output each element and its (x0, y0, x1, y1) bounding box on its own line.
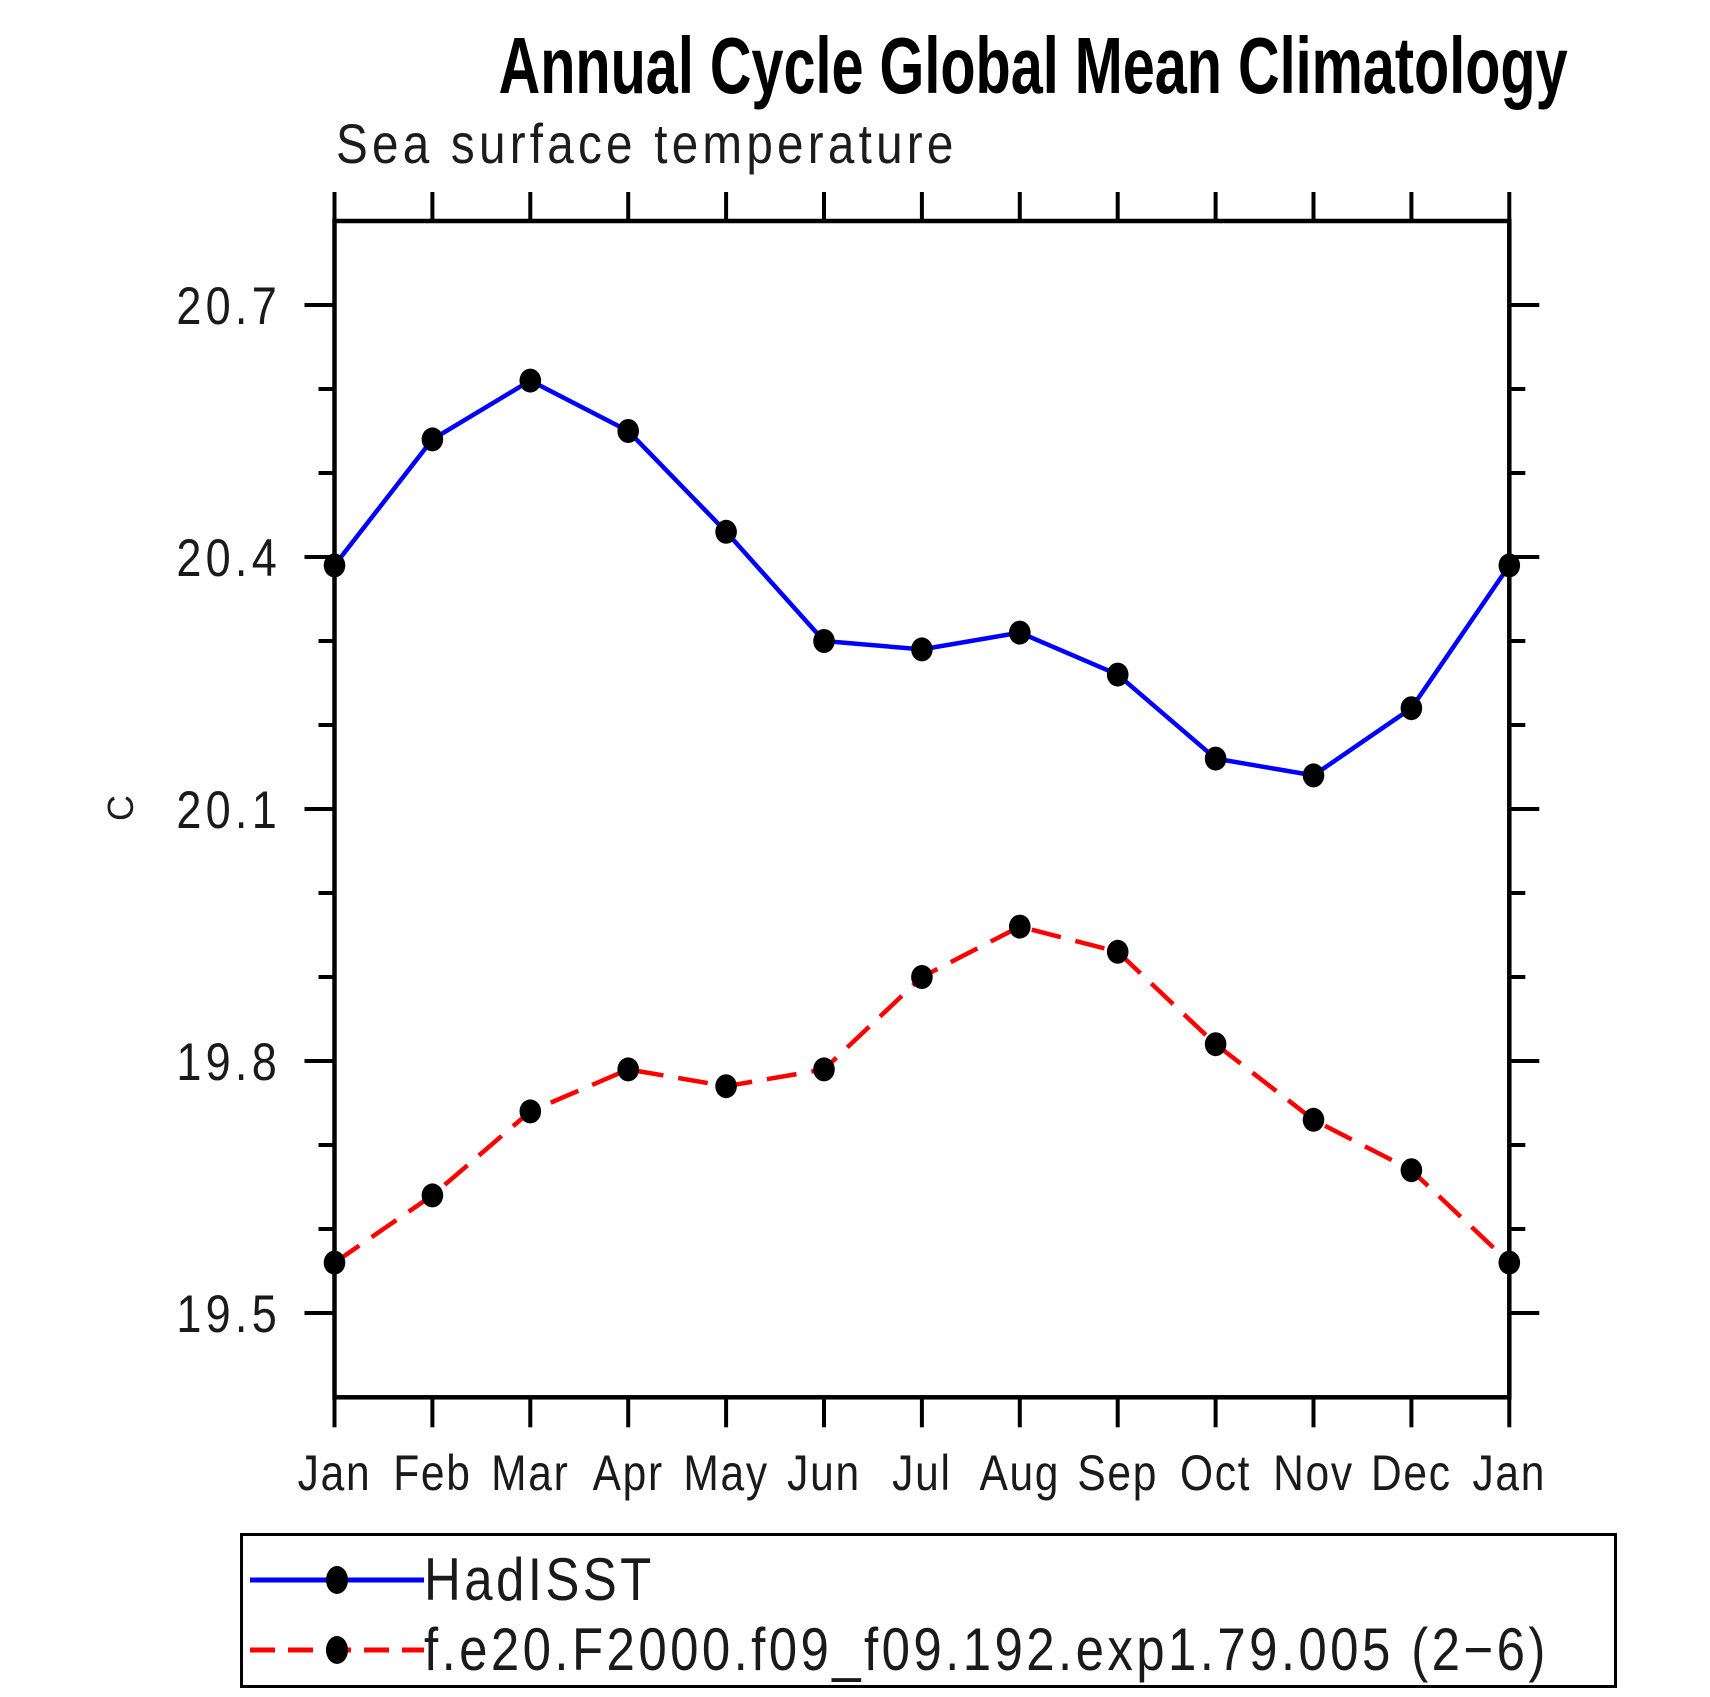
data-point-marker (715, 1074, 737, 1099)
legend-line-sample-model (250, 1636, 424, 1664)
x-tick-label: Apr (593, 1445, 664, 1501)
legend-line-sample-hadisst (250, 1566, 424, 1594)
data-point-marker (1302, 1107, 1325, 1132)
x-tick-label: Aug (979, 1445, 1060, 1501)
legend: HadISST f.e20.F2000.f09_f09.192.exp1.79.… (240, 1533, 1617, 1688)
data-point-marker (1204, 746, 1227, 771)
data-point-marker (911, 965, 933, 989)
data-point-marker (1106, 662, 1129, 687)
data-point-marker (813, 629, 835, 653)
data-point-marker (1498, 553, 1521, 578)
x-tick-label: Oct (1180, 1445, 1251, 1501)
x-tick-label: Jan (298, 1445, 372, 1501)
legend-marker-dot-icon (326, 1566, 348, 1594)
data-point-marker (519, 368, 542, 393)
data-point-marker (1106, 939, 1129, 964)
data-point-marker (323, 553, 346, 578)
axis-ticks (304, 192, 1540, 1428)
x-tick-label: Mar (491, 1445, 569, 1501)
data-point-marker (421, 1183, 444, 1208)
data-point-marker (519, 1099, 542, 1124)
data-point-marker (813, 1057, 835, 1082)
data-point-marker (1400, 1158, 1423, 1183)
data-point-marker (715, 519, 737, 544)
y-tick-label: 19.5 (176, 1285, 281, 1344)
x-tick-label: May (683, 1445, 768, 1501)
data-point-marker (421, 427, 444, 452)
data-point-marker (323, 1250, 346, 1275)
legend-label-model: f.e20.F2000.f09_f09.192.exp1.79.005 (2−6… (424, 1616, 1549, 1683)
data-point-marker (1009, 620, 1031, 645)
chart-subtitle: Sea surface temperature (336, 112, 958, 175)
data-point-marker (1302, 763, 1325, 788)
data-point-marker (617, 419, 639, 443)
data-point-marker (1498, 1250, 1521, 1275)
y-tick-label: 20.4 (176, 529, 281, 588)
axis-tick-labels: 20.7 20.4 20.1 19.8 19.5 Jan Feb Mar Apr May Jun Ju… (176, 277, 1546, 1501)
series-markers-0 (323, 368, 1521, 788)
y-tick-label: 20.1 (176, 781, 281, 840)
data-point-marker (1009, 914, 1031, 939)
legend-entry-hadisst: HadISST (243, 1545, 1614, 1615)
y-tick-label: 20.7 (176, 277, 281, 336)
series-line-0 (332, 378, 1512, 778)
x-tick-label: Nov (1273, 1445, 1354, 1501)
plot-frame (332, 218, 1512, 1400)
x-tick-label: Jun (787, 1445, 861, 1501)
legend-entry-model: f.e20.F2000.f09_f09.192.exp1.79.005 (2−6… (243, 1615, 1614, 1685)
data-point-marker (617, 1057, 639, 1082)
x-tick-label: Feb (393, 1445, 471, 1501)
series-markers-1 (323, 914, 1521, 1275)
x-tick-label: Jan (1472, 1445, 1546, 1501)
legend-marker-dot-icon (326, 1636, 348, 1664)
data-point-marker (1400, 696, 1423, 721)
data-point-marker (1204, 1032, 1227, 1057)
x-tick-label: Dec (1371, 1445, 1452, 1501)
x-tick-label: Jul (892, 1445, 951, 1501)
y-tick-label: 19.8 (176, 1033, 281, 1092)
x-tick-label: Sep (1077, 1445, 1158, 1501)
data-point-marker (911, 637, 933, 662)
legend-label-hadisst: HadISST (424, 1546, 655, 1613)
